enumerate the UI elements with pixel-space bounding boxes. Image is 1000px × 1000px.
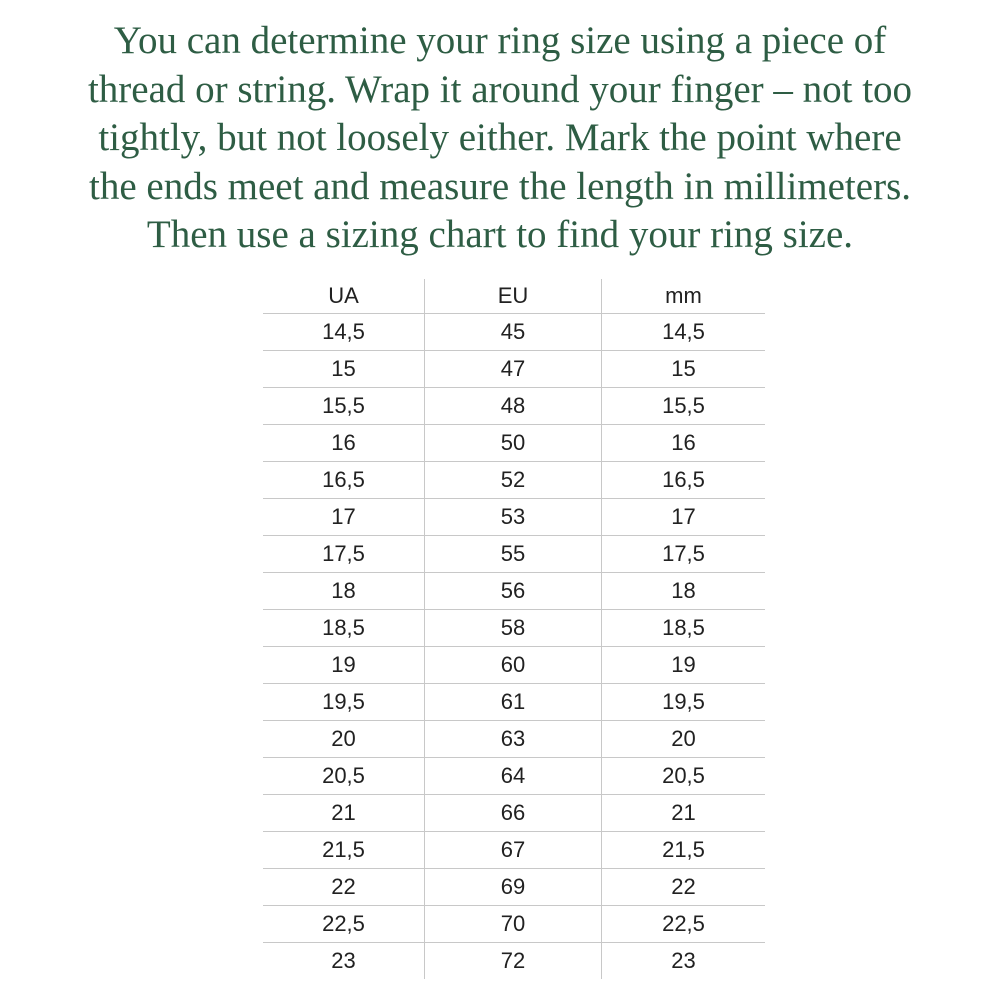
size-cell-mm: 19 bbox=[601, 645, 765, 684]
size-cell-mm: 16 bbox=[601, 423, 765, 462]
column-header-mm: mm bbox=[601, 278, 765, 314]
size-cell-ua: 17,5 bbox=[263, 534, 425, 573]
size-cell-mm: 20 bbox=[601, 719, 765, 758]
table-row: 20 63 20 bbox=[263, 719, 765, 758]
size-cell-eu: 69 bbox=[424, 867, 602, 906]
size-cell-ua: 16,5 bbox=[263, 460, 425, 499]
header-row: UA EU mm bbox=[263, 278, 765, 314]
size-cell-eu: 63 bbox=[424, 719, 602, 758]
size-cell-eu: 48 bbox=[424, 386, 602, 425]
size-cell-mm: 21,5 bbox=[601, 830, 765, 869]
size-cell-mm: 20,5 bbox=[601, 756, 765, 795]
table-row: 19,5 61 19,5 bbox=[263, 682, 765, 721]
size-cell-eu: 64 bbox=[424, 756, 602, 795]
table-body: 14,5 45 14,5 15 47 15 15,5 48 15,5 16 50 16 16,5 52 16… bbox=[263, 312, 765, 979]
size-cell-eu: 60 bbox=[424, 645, 602, 684]
size-cell-eu: 70 bbox=[424, 904, 602, 943]
size-cell-ua: 15,5 bbox=[263, 386, 425, 425]
table-row: 17 53 17 bbox=[263, 497, 765, 536]
size-cell-eu: 45 bbox=[424, 312, 602, 351]
size-cell-mm: 15 bbox=[601, 349, 765, 388]
size-cell-mm: 18 bbox=[601, 571, 765, 610]
size-cell-eu: 53 bbox=[424, 497, 602, 536]
table-row: 18 56 18 bbox=[263, 571, 765, 610]
table-row: 22 69 22 bbox=[263, 867, 765, 906]
size-cell-ua: 23 bbox=[263, 941, 425, 979]
size-cell-eu: 47 bbox=[424, 349, 602, 388]
table-row: 22,5 70 22,5 bbox=[263, 904, 765, 943]
size-cell-ua: 20 bbox=[263, 719, 425, 758]
size-cell-mm: 18,5 bbox=[601, 608, 765, 647]
size-cell-eu: 58 bbox=[424, 608, 602, 647]
size-cell-ua: 20,5 bbox=[263, 756, 425, 795]
table-row: 17,5 55 17,5 bbox=[263, 534, 765, 573]
size-cell-ua: 19,5 bbox=[263, 682, 425, 721]
size-cell-mm: 22 bbox=[601, 867, 765, 906]
size-cell-ua: 18,5 bbox=[263, 608, 425, 647]
size-cell-mm: 17 bbox=[601, 497, 765, 536]
size-cell-ua: 22,5 bbox=[263, 904, 425, 943]
table-row: 18,5 58 18,5 bbox=[263, 608, 765, 647]
size-cell-mm: 14,5 bbox=[601, 312, 765, 351]
table-row: 23 72 23 bbox=[263, 941, 765, 979]
table-header: UA EU mm bbox=[263, 278, 765, 314]
intro-text: You can determine your ring size using a… bbox=[87, 19, 913, 256]
size-cell-mm: 16,5 bbox=[601, 460, 765, 499]
size-cell-ua: 21,5 bbox=[263, 830, 425, 869]
size-cell-eu: 67 bbox=[424, 830, 602, 869]
size-cell-eu: 56 bbox=[424, 571, 602, 610]
column-header-eu: EU bbox=[424, 278, 602, 314]
size-cell-ua: 19 bbox=[263, 645, 425, 684]
size-cell-eu: 55 bbox=[424, 534, 602, 573]
size-cell-ua: 22 bbox=[263, 867, 425, 906]
size-cell-eu: 72 bbox=[424, 941, 602, 979]
size-cell-ua: 16 bbox=[263, 423, 425, 462]
size-cell-ua: 18 bbox=[263, 571, 425, 610]
size-cell-mm: 17,5 bbox=[601, 534, 765, 573]
column-header-ua: UA bbox=[263, 278, 425, 314]
table-row: 16,5 52 16,5 bbox=[263, 460, 765, 499]
table-row: 20,5 64 20,5 bbox=[263, 756, 765, 795]
size-cell-ua: 17 bbox=[263, 497, 425, 536]
size-cell-ua: 14,5 bbox=[263, 312, 425, 351]
size-cell-mm: 23 bbox=[601, 941, 765, 979]
size-cell-mm: 15,5 bbox=[601, 386, 765, 425]
size-cell-eu: 66 bbox=[424, 793, 602, 832]
table-row: 21 66 21 bbox=[263, 793, 765, 832]
size-cell-eu: 50 bbox=[424, 423, 602, 462]
table-row: 19 60 19 bbox=[263, 645, 765, 684]
size-cell-mm: 19,5 bbox=[601, 682, 765, 721]
size-cell-mm: 21 bbox=[601, 793, 765, 832]
table-row: 16 50 16 bbox=[263, 423, 765, 462]
size-cell-eu: 52 bbox=[424, 460, 602, 499]
size-cell-eu: 61 bbox=[424, 682, 602, 721]
size-cell-mm: 22,5 bbox=[601, 904, 765, 943]
ring-size-table: UA EU mm 14,5 45 14,5 15 47 15 15,5 48 15,5 16 50 16 1… bbox=[263, 278, 765, 979]
size-cell-ua: 21 bbox=[263, 793, 425, 832]
size-cell-ua: 15 bbox=[263, 349, 425, 388]
table-row: 15 47 15 bbox=[263, 349, 765, 388]
table-row: 15,5 48 15,5 bbox=[263, 386, 765, 425]
table-row: 21,5 67 21,5 bbox=[263, 830, 765, 869]
table-row: 14,5 45 14,5 bbox=[263, 312, 765, 351]
